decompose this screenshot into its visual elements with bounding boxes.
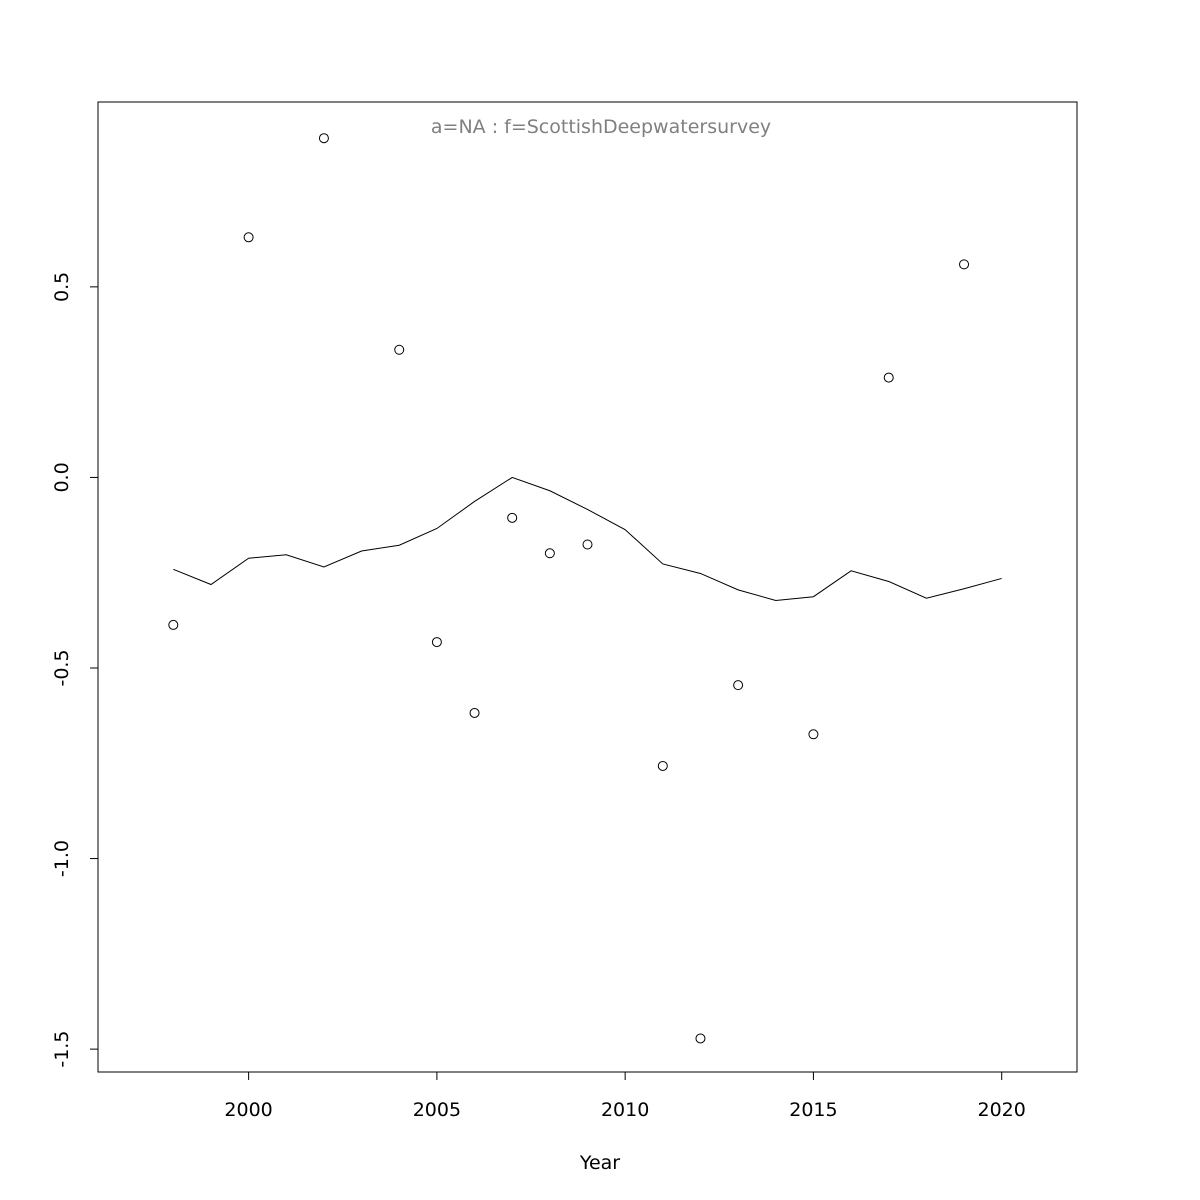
y-tick-label: -1.5 bbox=[51, 1031, 73, 1068]
data-point bbox=[394, 344, 405, 355]
data-point bbox=[733, 680, 744, 691]
series-line bbox=[173, 476, 1002, 602]
data-point bbox=[582, 539, 593, 550]
data-point bbox=[507, 512, 518, 523]
y-axis: -1.5 -1.0 -0.5 0.0 0.5 bbox=[51, 272, 99, 1068]
y-tick-label: -0.5 bbox=[51, 649, 73, 686]
data-point bbox=[883, 372, 894, 383]
data-point bbox=[808, 729, 819, 740]
y-tick-label: 0.0 bbox=[51, 462, 73, 492]
x-tick-label: 2015 bbox=[789, 1099, 837, 1121]
data-point bbox=[544, 548, 555, 559]
data-point bbox=[168, 619, 179, 630]
series-line-group bbox=[173, 476, 1002, 602]
y-tick-label: 0.5 bbox=[51, 272, 73, 302]
x-tick-label: 2010 bbox=[601, 1099, 649, 1121]
y-tick-label: -1.0 bbox=[51, 840, 73, 877]
x-tick-label: 2005 bbox=[413, 1099, 461, 1121]
x-axis-label: Year bbox=[579, 1152, 620, 1174]
data-point bbox=[657, 760, 668, 771]
data-point bbox=[318, 133, 329, 144]
data-point bbox=[431, 637, 442, 648]
plot-box bbox=[97, 101, 1078, 1073]
data-point bbox=[959, 259, 970, 270]
chart-title: a=NA : f=ScottishDeepwatersurvey bbox=[431, 116, 771, 138]
x-axis: 2000 2005 2010 2015 2020 bbox=[224, 1071, 1026, 1121]
series-points-group bbox=[168, 133, 970, 1044]
data-point bbox=[695, 1033, 706, 1044]
data-point bbox=[243, 232, 254, 243]
x-tick-label: 2000 bbox=[224, 1099, 272, 1121]
x-tick-label: 2020 bbox=[978, 1099, 1026, 1121]
data-point bbox=[469, 707, 480, 718]
